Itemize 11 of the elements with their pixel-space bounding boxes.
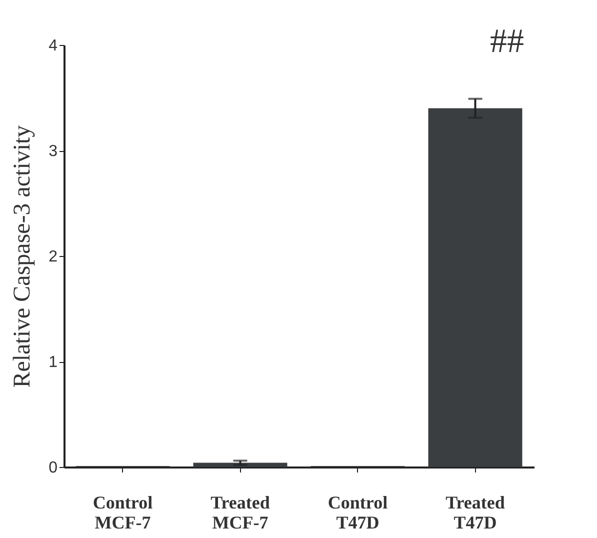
y-axis-title: Relative Caspase-3 activity [10, 125, 36, 388]
x-tick-label: Control T47D [328, 492, 388, 532]
annotation: ## [490, 23, 524, 60]
y-tick-label: 3 [48, 143, 58, 160]
x-tick-label: Treated T47D [446, 492, 505, 532]
y-tick-label: 4 [48, 38, 58, 54]
x-tick-label: Control MCF-7 [92, 492, 153, 532]
y-tick-label: 0 [48, 460, 58, 476]
x-tick-label: Treated MCF-7 [210, 492, 270, 532]
y-tick-label: 2 [48, 248, 58, 266]
y-tick-label: 1 [48, 354, 58, 371]
